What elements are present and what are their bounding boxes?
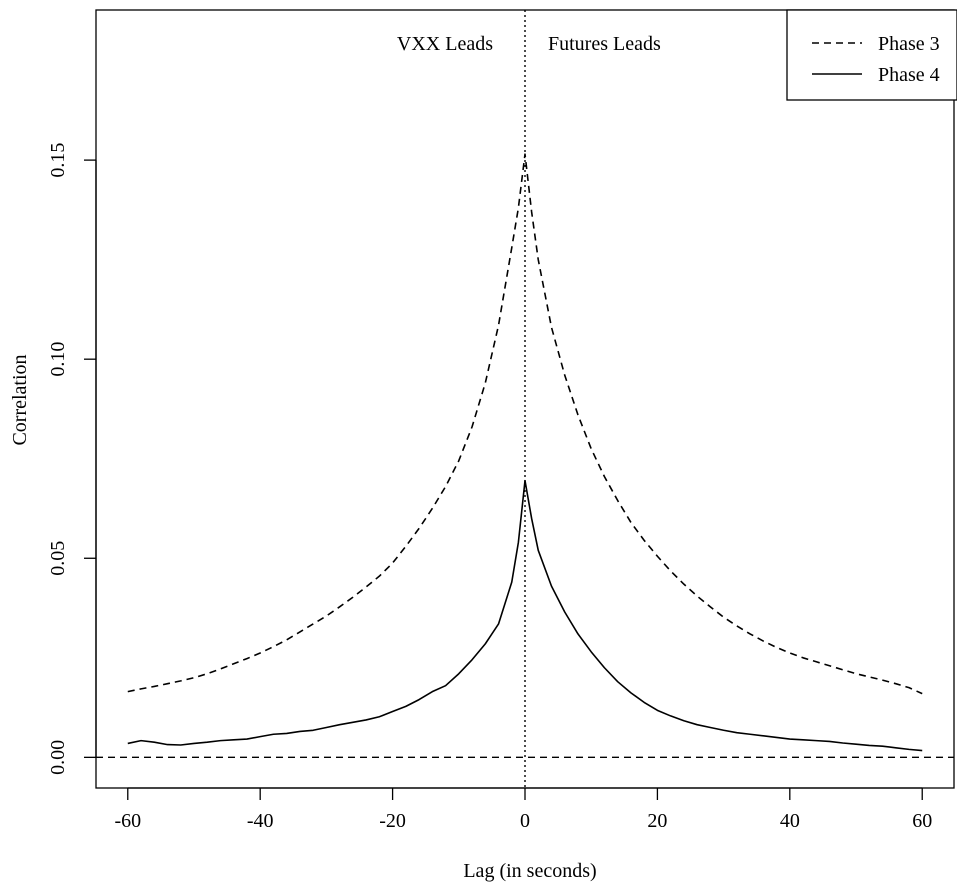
annotation-right: Futures Leads <box>548 33 661 55</box>
series-line-phase-3 <box>127 153 923 695</box>
legend-label-phase-3: Phase 3 <box>878 33 940 55</box>
x-tick-label: 0 <box>520 810 530 832</box>
x-tick-label: -20 <box>379 810 406 832</box>
reference-lines <box>96 10 954 788</box>
legend: Phase 3 Phase 4 <box>786 9 957 101</box>
series-line-phase-4 <box>127 479 923 752</box>
series-layer <box>127 153 923 752</box>
x-tick-label: -40 <box>247 810 274 832</box>
y-tick-label: 0.10 <box>47 342 69 377</box>
annotation-left: VXX Leads <box>397 33 493 55</box>
x-tick-label: 20 <box>647 810 667 832</box>
y-tick-label: 0.15 <box>47 143 69 178</box>
legend-box <box>786 9 957 101</box>
x-axis-title: Lag (in seconds) <box>463 860 596 882</box>
x-tick-label: 60 <box>912 810 932 832</box>
x-tick-label: -60 <box>114 810 141 832</box>
y-tick-label: 0.00 <box>47 740 69 775</box>
x-axis: -60 -40 -20 0 20 40 60 <box>114 787 932 832</box>
x-tick-label: 40 <box>780 810 800 832</box>
y-tick-label: 0.05 <box>47 541 69 576</box>
y-axis: 0.00 0.05 0.10 0.15 <box>47 143 97 775</box>
y-axis-title: Correlation <box>9 354 31 445</box>
legend-label-phase-4: Phase 4 <box>878 64 940 86</box>
